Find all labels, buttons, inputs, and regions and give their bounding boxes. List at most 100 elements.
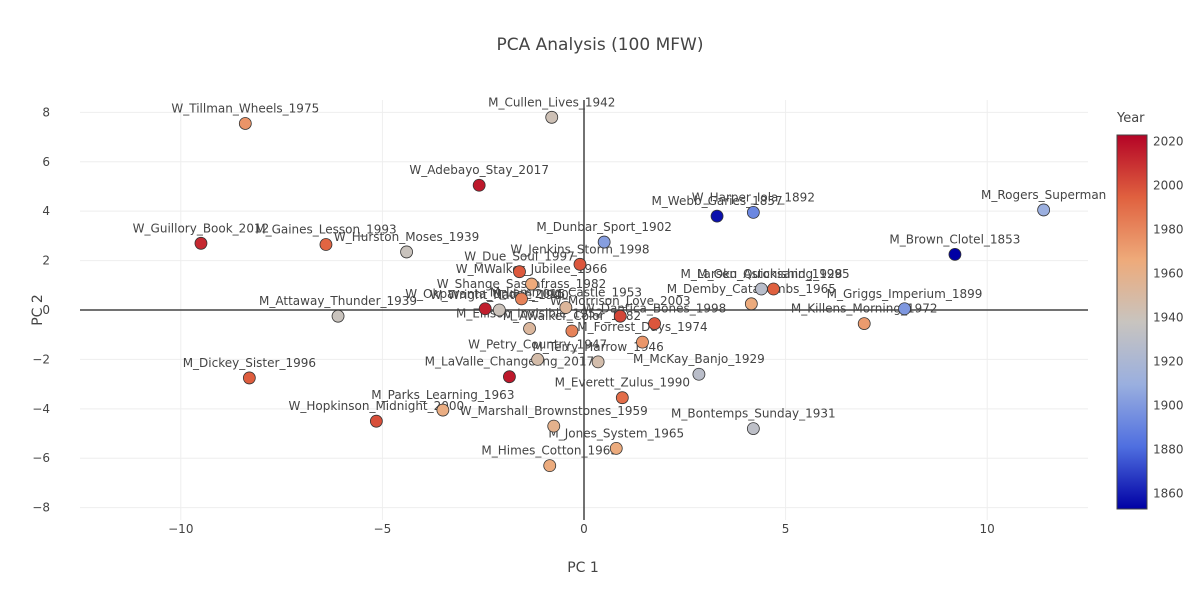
point-label: W_Harper_Iola_1892 bbox=[692, 190, 815, 204]
point-label: W_Guillory_Book_2012 bbox=[133, 221, 270, 235]
point-label: W_Petry_Country_1947 bbox=[468, 337, 607, 351]
colorbar-tick-label: 1880 bbox=[1153, 443, 1184, 457]
colorbar-tick-label: 1960 bbox=[1153, 267, 1184, 281]
point-label: M_Forrest_Days_1974 bbox=[577, 320, 707, 334]
y-tick-label: 0 bbox=[42, 303, 50, 317]
data-point[interactable] bbox=[547, 419, 561, 433]
data-point[interactable] bbox=[755, 282, 768, 296]
data-point[interactable] bbox=[492, 303, 506, 317]
point-label: M_Brown_Clotel_1853 bbox=[889, 232, 1020, 246]
point-label: W_Shange_Sassafrass_1982 bbox=[437, 277, 606, 291]
data-point[interactable] bbox=[523, 322, 536, 335]
data-point[interactable] bbox=[319, 238, 333, 251]
data-point[interactable] bbox=[597, 235, 611, 249]
x-tick-label: 5 bbox=[782, 522, 790, 536]
data-point[interactable] bbox=[369, 414, 383, 428]
data-point[interactable] bbox=[767, 282, 780, 296]
data-point[interactable] bbox=[194, 236, 208, 250]
data-point[interactable] bbox=[503, 370, 516, 384]
data-point[interactable] bbox=[615, 391, 629, 405]
x-tick-label: 0 bbox=[580, 522, 588, 536]
data-point[interactable] bbox=[613, 309, 627, 323]
point-label: W_Hurston_Moses_1939 bbox=[334, 230, 479, 244]
data-point[interactable] bbox=[242, 371, 256, 385]
colorbar-ticks: 1860 1880 1900 1920 1940 1960 1980 2000 2020 bbox=[1153, 135, 1184, 501]
point-label: M_Jones_System_1965 bbox=[548, 426, 684, 440]
colorbar-tick-label: 1980 bbox=[1153, 223, 1184, 237]
y-tick-label: −8 bbox=[32, 501, 50, 515]
point-label: M_Griggs_Imperium_1899 bbox=[827, 287, 983, 301]
data-point[interactable] bbox=[565, 324, 579, 338]
y-tick-label: 8 bbox=[42, 105, 50, 119]
point-label: M_Terry_Harrow_1946 bbox=[532, 340, 663, 354]
data-point[interactable] bbox=[609, 441, 623, 455]
data-point[interactable] bbox=[948, 248, 962, 261]
point-label: M_Rogers_Superman bbox=[981, 188, 1106, 202]
data-point[interactable] bbox=[478, 302, 492, 316]
point-label: W_Morrison_Love_2003 bbox=[550, 294, 691, 308]
colorbar-tick-label: 2000 bbox=[1153, 179, 1184, 193]
zero-lines bbox=[80, 100, 1088, 520]
axis-ticks: −10 −5 0 5 10 −8 −6 −4 −2 0 2 4 6 8 bbox=[32, 105, 995, 536]
data-point[interactable] bbox=[744, 297, 758, 311]
point-label: M_Webb_Garies_1857 bbox=[651, 194, 782, 208]
point-label: M_Gaines_Lesson_1993 bbox=[255, 223, 396, 237]
data-point[interactable] bbox=[436, 403, 450, 417]
data-point[interactable] bbox=[543, 459, 557, 473]
colorbar-tick-label: 1860 bbox=[1153, 487, 1184, 501]
point-label: M_Cullen_Lives_1942 bbox=[488, 95, 615, 109]
data-point[interactable] bbox=[545, 110, 559, 124]
data-point[interactable] bbox=[559, 301, 573, 314]
x-tick-label: −10 bbox=[168, 522, 193, 536]
data-point[interactable] bbox=[331, 309, 345, 323]
y-tick-label: 4 bbox=[42, 204, 50, 218]
data-point[interactable] bbox=[746, 206, 760, 219]
point-label: M_Himes_Cotton_1965 bbox=[481, 444, 618, 458]
data-point[interactable] bbox=[238, 117, 252, 130]
colorbar-tick-label: 1900 bbox=[1153, 399, 1184, 413]
data-point[interactable] bbox=[531, 353, 545, 366]
y-axis-title: PC 2 bbox=[30, 294, 46, 326]
data-point[interactable] bbox=[400, 245, 413, 259]
colorbar-gradient bbox=[1116, 134, 1148, 510]
x-axis-title: PC 1 bbox=[567, 560, 599, 576]
data-point[interactable] bbox=[573, 257, 587, 271]
chart-title: PCA Analysis (100 MFW) bbox=[497, 35, 704, 55]
data-point[interactable] bbox=[525, 277, 538, 291]
colorbar: Year 1860 1880 1900 1920 1940 1960 1980 2000 202… bbox=[1116, 111, 1184, 510]
data-points bbox=[194, 110, 1051, 473]
point-label: W_MWalker_Jubilee_1966 bbox=[456, 262, 608, 276]
point-label: M_Everett_Zulus_1990 bbox=[555, 376, 690, 390]
point-label: M_LaValle_Changeling_2017 bbox=[425, 355, 594, 369]
data-point[interactable] bbox=[692, 367, 706, 381]
data-point[interactable] bbox=[857, 317, 871, 330]
data-point[interactable] bbox=[898, 302, 911, 316]
data-point[interactable] bbox=[515, 292, 528, 306]
point-label: W_Wright_Native_1940 bbox=[430, 288, 569, 302]
x-tick-label: 10 bbox=[980, 522, 995, 536]
data-point[interactable] bbox=[591, 355, 605, 369]
colorbar-tick-label: 1920 bbox=[1153, 355, 1184, 369]
data-point[interactable] bbox=[648, 317, 661, 330]
data-point[interactable] bbox=[472, 178, 486, 192]
point-label: W_Adebayo_Stay_2017 bbox=[409, 163, 549, 177]
colorbar-tick-label: 1940 bbox=[1153, 311, 1184, 325]
point-label: M_Demby_Catacombs_1965 bbox=[667, 282, 836, 296]
point-label: M_McKay_Banjo_1929 bbox=[633, 352, 765, 366]
data-point[interactable] bbox=[746, 422, 760, 435]
data-point[interactable] bbox=[710, 209, 724, 223]
colorbar-tick-label: 2020 bbox=[1153, 135, 1184, 149]
x-tick-label: −5 bbox=[374, 522, 392, 536]
point-label: M_Attaway_Thunder_1939 bbox=[259, 294, 417, 308]
data-point[interactable] bbox=[636, 335, 649, 349]
data-point[interactable] bbox=[513, 265, 526, 279]
point-label: M_Bontemps_Sunday_1931 bbox=[671, 407, 836, 421]
data-point[interactable] bbox=[1037, 203, 1051, 217]
point-label: M_Larsen_Quicksand_1928 bbox=[680, 267, 842, 281]
y-tick-label: −6 bbox=[32, 451, 50, 465]
y-tick-label: −4 bbox=[32, 402, 50, 416]
point-label: W_Marshall_Brownstones_1959 bbox=[460, 404, 648, 418]
y-tick-label: 6 bbox=[42, 155, 50, 169]
